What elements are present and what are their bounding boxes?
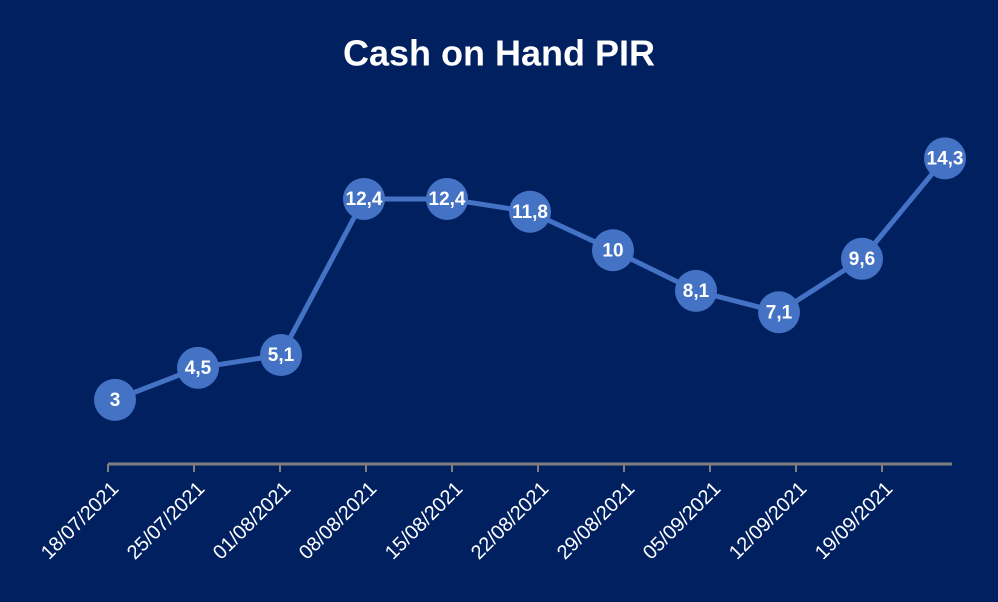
point <box>841 237 883 280</box>
point <box>509 190 551 233</box>
point <box>592 229 634 272</box>
data-label: 4,5 <box>185 358 212 379</box>
point <box>924 137 966 180</box>
data-label: 10 <box>602 240 623 261</box>
data-label: 3 <box>110 390 121 411</box>
data-label: 8,1 <box>683 281 710 302</box>
point <box>343 177 385 220</box>
data-label: 12,4 <box>346 189 383 210</box>
data-label: 11,8 <box>512 202 548 223</box>
point <box>758 291 800 334</box>
point <box>260 333 302 376</box>
data-label: 7,1 <box>766 302 793 323</box>
data-label: 5,1 <box>268 345 295 366</box>
point <box>177 346 219 389</box>
chart-title: Cash on Hand PIR <box>343 33 655 74</box>
point <box>426 177 468 220</box>
data-label: 9,6 <box>849 249 875 270</box>
point <box>675 269 717 312</box>
data-label: 14,3 <box>927 148 964 169</box>
data-label: 12,4 <box>429 189 466 210</box>
point <box>94 378 136 421</box>
